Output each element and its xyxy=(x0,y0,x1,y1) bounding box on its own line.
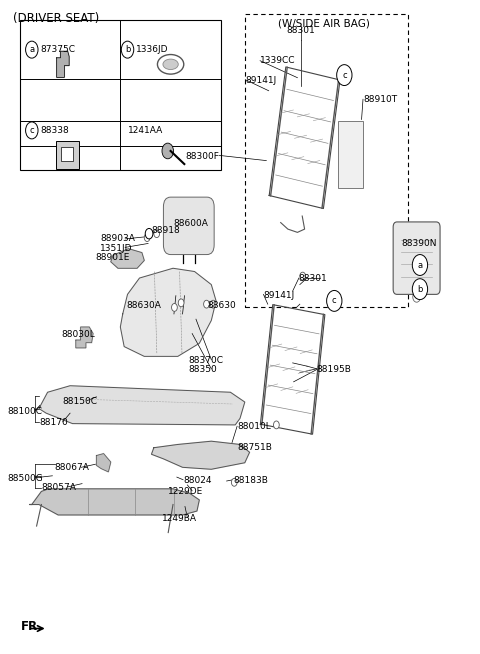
Text: 88630A: 88630A xyxy=(126,301,161,310)
Circle shape xyxy=(25,41,38,58)
Bar xyxy=(245,14,408,307)
Text: c: c xyxy=(29,126,34,135)
Text: 88630: 88630 xyxy=(207,301,236,310)
Text: 88030L: 88030L xyxy=(61,330,95,339)
Circle shape xyxy=(412,254,428,275)
Polygon shape xyxy=(29,489,199,515)
Circle shape xyxy=(144,233,150,241)
Text: 1229DE: 1229DE xyxy=(168,487,203,496)
Text: a: a xyxy=(418,260,422,269)
Text: 88910T: 88910T xyxy=(363,95,397,105)
Text: 87375C: 87375C xyxy=(40,45,75,54)
Circle shape xyxy=(326,290,342,311)
FancyBboxPatch shape xyxy=(56,141,79,169)
Polygon shape xyxy=(111,249,144,268)
Text: FR.: FR. xyxy=(21,620,43,633)
Text: 1351JD: 1351JD xyxy=(100,243,133,252)
Circle shape xyxy=(204,300,209,308)
Text: 88600A: 88600A xyxy=(174,219,209,228)
Circle shape xyxy=(274,421,279,429)
Circle shape xyxy=(178,299,184,307)
Text: 88338: 88338 xyxy=(40,126,69,135)
Circle shape xyxy=(154,230,159,237)
Text: (DRIVER SEAT): (DRIVER SEAT) xyxy=(12,12,99,26)
FancyBboxPatch shape xyxy=(393,222,440,294)
Text: 1241AA: 1241AA xyxy=(128,126,163,135)
Polygon shape xyxy=(120,268,216,356)
Polygon shape xyxy=(39,386,245,425)
Circle shape xyxy=(412,279,428,300)
Text: 88500G: 88500G xyxy=(7,474,43,483)
Text: 88300F: 88300F xyxy=(185,152,219,160)
Ellipse shape xyxy=(157,54,184,74)
Bar xyxy=(20,20,221,171)
Text: 88918: 88918 xyxy=(152,226,180,235)
Circle shape xyxy=(336,65,352,86)
Circle shape xyxy=(171,303,177,311)
Text: c: c xyxy=(332,296,336,305)
FancyBboxPatch shape xyxy=(337,122,362,188)
Circle shape xyxy=(25,122,38,139)
Text: 88067A: 88067A xyxy=(55,464,90,472)
Text: 88024: 88024 xyxy=(183,476,212,485)
Text: 88301: 88301 xyxy=(299,274,328,283)
Text: 1249BA: 1249BA xyxy=(161,513,196,523)
Text: c: c xyxy=(342,71,347,80)
FancyBboxPatch shape xyxy=(163,197,214,254)
Polygon shape xyxy=(96,454,111,472)
Circle shape xyxy=(300,272,306,280)
Circle shape xyxy=(210,300,216,308)
Text: 88010L: 88010L xyxy=(237,422,271,432)
Text: 88100C: 88100C xyxy=(7,407,42,416)
Text: b: b xyxy=(417,284,423,294)
Text: 1339CC: 1339CC xyxy=(260,56,296,65)
Polygon shape xyxy=(76,327,93,348)
Text: 88301: 88301 xyxy=(287,26,315,35)
Text: 88170: 88170 xyxy=(39,418,68,427)
Polygon shape xyxy=(57,51,69,77)
Text: b: b xyxy=(125,45,130,54)
Text: 88150C: 88150C xyxy=(62,397,97,406)
Circle shape xyxy=(162,143,173,159)
Text: 88903A: 88903A xyxy=(100,234,135,243)
Text: 88370C: 88370C xyxy=(189,356,224,365)
Circle shape xyxy=(231,479,237,486)
Text: 88057A: 88057A xyxy=(41,483,76,492)
Ellipse shape xyxy=(163,59,178,69)
Text: 88195B: 88195B xyxy=(317,365,351,374)
Text: 1336JD: 1336JD xyxy=(136,45,168,54)
FancyBboxPatch shape xyxy=(61,147,73,162)
Text: (W/SIDE AIR BAG): (W/SIDE AIR BAG) xyxy=(278,18,370,29)
Circle shape xyxy=(413,292,420,302)
Text: 88390N: 88390N xyxy=(402,239,437,248)
Circle shape xyxy=(145,228,153,239)
Polygon shape xyxy=(152,441,250,470)
Text: 89141J: 89141J xyxy=(264,290,295,300)
Text: 88350: 88350 xyxy=(189,365,217,374)
Text: a: a xyxy=(29,45,35,54)
Text: 88751B: 88751B xyxy=(237,443,272,452)
Text: 88901E: 88901E xyxy=(96,252,130,262)
Circle shape xyxy=(121,41,134,58)
Text: 88183B: 88183B xyxy=(233,476,268,485)
Text: 89141J: 89141J xyxy=(245,76,276,85)
